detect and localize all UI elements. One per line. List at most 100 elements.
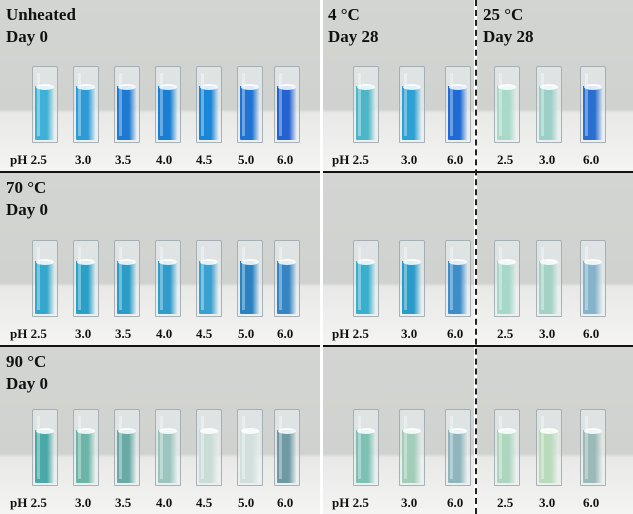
ph-label: pH 2.5 — [10, 326, 47, 341]
glass-reflection — [499, 247, 502, 310]
cuvette-solution — [583, 430, 603, 483]
ph-label: 6.0 — [447, 152, 464, 167]
heading-line: Day 28 — [483, 27, 534, 46]
cuvette-glass — [353, 66, 379, 143]
cuvette-solution — [583, 86, 603, 140]
glass-reflection — [404, 73, 407, 136]
meniscus — [278, 259, 296, 265]
cuvette-glass — [32, 409, 58, 486]
heading-line: Day 0 — [6, 27, 49, 46]
ph-label: 3.0 — [401, 152, 418, 167]
cuvette-solution — [35, 86, 55, 140]
cuvette-glass — [114, 409, 140, 486]
ph-label: 3.0 — [401, 495, 418, 510]
cuvette-solution — [158, 430, 178, 483]
heading-line: Day 0 — [6, 200, 49, 219]
cuvette — [155, 240, 181, 317]
ph-label: 5.0 — [238, 152, 255, 167]
ph-label: 6.0 — [583, 152, 600, 167]
cuvette-glass — [196, 409, 222, 486]
heading-line: 4 °C — [328, 5, 360, 24]
ph-label: 4.5 — [196, 152, 213, 167]
ph-label: 4.0 — [156, 495, 173, 510]
meniscus — [498, 259, 516, 265]
glass-reflection — [358, 247, 361, 310]
cuvette-glass — [155, 240, 181, 317]
cuvette-solution — [199, 86, 219, 140]
ph-label: 4.0 — [156, 152, 173, 167]
cuvette — [445, 409, 471, 486]
cuvette-solution — [497, 86, 517, 140]
cuvette — [196, 240, 222, 317]
cuvette-glass — [494, 240, 520, 317]
glass-reflection — [201, 416, 204, 479]
meniscus — [77, 428, 95, 434]
panel-heading: 4 °C Day 28 — [328, 4, 379, 48]
row-divider — [0, 171, 633, 173]
glass-reflection — [358, 416, 361, 479]
cuvette-solution — [356, 261, 376, 314]
ph-label: 3.0 — [75, 495, 92, 510]
cuvette-glass — [274, 240, 300, 317]
cuvette-solution — [497, 261, 517, 314]
glass-reflection — [37, 247, 40, 310]
heading-line: 70 °C — [6, 178, 47, 197]
meniscus — [118, 428, 136, 434]
cuvette-glass — [73, 409, 99, 486]
panel-gap — [320, 0, 323, 514]
meniscus — [36, 84, 54, 90]
ph-label: 5.0 — [238, 495, 255, 510]
meniscus — [77, 84, 95, 90]
meniscus — [403, 428, 421, 434]
ph-label: 2.5 — [497, 326, 514, 341]
cuvette-solution — [158, 86, 178, 140]
meniscus — [357, 259, 375, 265]
cuvette-glass — [399, 66, 425, 143]
cuvette-solution — [117, 261, 137, 314]
cuvette — [580, 240, 606, 317]
meniscus — [241, 259, 259, 265]
ph-label: pH 2.5 — [10, 495, 47, 510]
row-heading: 70 °C Day 0 — [6, 177, 48, 221]
ph-label: 3.0 — [401, 326, 418, 341]
cuvette — [580, 409, 606, 486]
heading-line: Day 0 — [6, 374, 49, 393]
cuvette — [237, 240, 263, 317]
glass-reflection — [450, 73, 453, 136]
photo-panel: 90 °C Day 0 pH 2.5 3.0 3.5 4.0 4.5 5.0 6.0 — [0, 347, 320, 514]
cuvette-glass — [445, 66, 471, 143]
heading-line: Unheated — [6, 5, 76, 24]
glass-reflection — [160, 247, 163, 310]
cuvette-glass — [536, 66, 562, 143]
cuvette — [536, 409, 562, 486]
glass-reflection — [201, 247, 204, 310]
cuvette-glass — [155, 409, 181, 486]
cuvette — [73, 66, 99, 143]
cuvette — [580, 66, 606, 143]
meniscus — [118, 259, 136, 265]
meniscus — [159, 259, 177, 265]
ph-label: 4.0 — [156, 326, 173, 341]
glass-reflection — [450, 416, 453, 479]
glass-reflection — [37, 73, 40, 136]
cuvette-solution — [76, 430, 96, 483]
cuvette-glass — [237, 66, 263, 143]
cuvette — [494, 66, 520, 143]
meniscus — [36, 428, 54, 434]
ph-label: 6.0 — [277, 495, 294, 510]
ph-label: 3.0 — [75, 152, 92, 167]
cuvette-glass — [353, 240, 379, 317]
glass-reflection — [37, 416, 40, 479]
glass-reflection — [160, 73, 163, 136]
cuvette-solution — [35, 430, 55, 483]
cuvette — [353, 240, 379, 317]
meniscus — [241, 428, 259, 434]
cuvette-solution — [448, 430, 468, 483]
row-heading: 90 °C Day 0 — [6, 351, 48, 395]
panel-heading: 25 °C Day 28 — [483, 4, 534, 48]
cuvette-glass — [274, 66, 300, 143]
meniscus — [403, 84, 421, 90]
glass-reflection — [541, 73, 544, 136]
cuvette — [353, 409, 379, 486]
row-divider — [0, 345, 633, 347]
